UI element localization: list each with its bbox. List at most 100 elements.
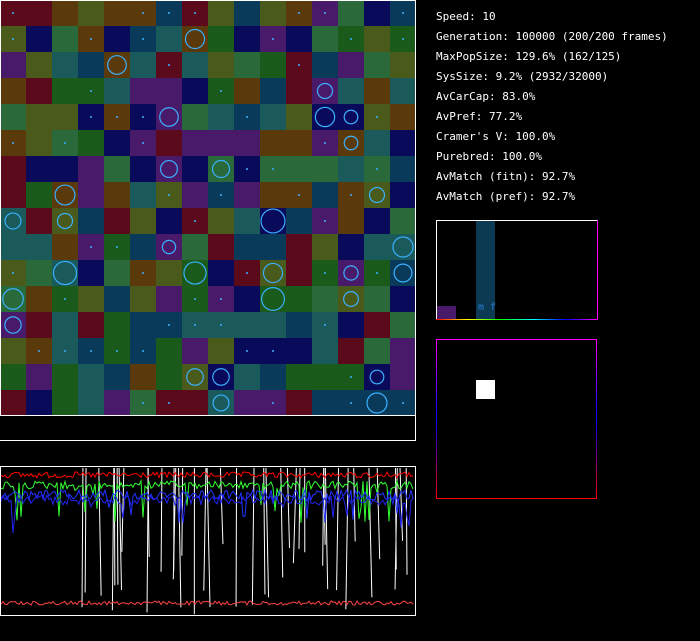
cell	[390, 156, 416, 182]
cell	[312, 286, 338, 312]
cell	[390, 364, 416, 390]
cell	[26, 26, 52, 52]
cell	[208, 260, 234, 286]
cell	[364, 130, 390, 156]
agent	[350, 376, 352, 378]
cell	[390, 130, 416, 156]
cell	[286, 338, 312, 364]
cell	[182, 130, 208, 156]
agent	[261, 287, 285, 311]
cell	[312, 78, 338, 104]
plot-spike	[251, 467, 255, 605]
cell	[364, 52, 390, 78]
cell	[338, 208, 364, 234]
cell	[26, 52, 52, 78]
plot-line	[0, 600, 414, 607]
cell	[182, 234, 208, 260]
cell	[52, 260, 78, 286]
agent	[392, 236, 414, 258]
agent	[90, 90, 92, 92]
cell	[312, 234, 338, 260]
cell	[156, 156, 182, 182]
cell	[182, 156, 208, 182]
cell	[52, 156, 78, 182]
cell	[104, 0, 130, 26]
agent	[393, 263, 413, 283]
agent	[324, 272, 326, 274]
cell	[364, 338, 390, 364]
agent	[38, 350, 40, 352]
cell	[104, 26, 130, 52]
cell	[286, 260, 312, 286]
cell	[338, 52, 364, 78]
cell	[104, 182, 130, 208]
cell	[260, 312, 286, 338]
agent	[272, 38, 274, 40]
plot-spike	[322, 467, 325, 566]
cell	[260, 364, 286, 390]
agent	[186, 368, 204, 386]
cell	[312, 104, 338, 130]
cell	[0, 338, 26, 364]
cell	[338, 260, 364, 286]
grid-border	[0, 0, 416, 416]
cell	[234, 0, 260, 26]
agent	[116, 350, 118, 352]
plot-spike	[235, 467, 238, 607]
agent	[220, 90, 222, 92]
stat-line: Purebred: 100.0%	[436, 150, 542, 163]
cell	[26, 390, 52, 416]
cell	[234, 52, 260, 78]
cell	[286, 286, 312, 312]
cell	[286, 26, 312, 52]
cell	[234, 312, 260, 338]
cell	[182, 104, 208, 130]
cell	[182, 390, 208, 416]
agent	[343, 291, 359, 307]
agent	[142, 38, 144, 40]
cell	[78, 156, 104, 182]
cell	[130, 364, 156, 390]
cell	[338, 78, 364, 104]
agent	[64, 350, 66, 352]
agent	[376, 272, 378, 274]
agent	[272, 402, 274, 404]
agent	[2, 288, 24, 310]
cell	[130, 78, 156, 104]
cell	[234, 130, 260, 156]
cell	[208, 208, 234, 234]
agent	[324, 142, 326, 144]
agent	[298, 194, 300, 196]
agent	[272, 168, 274, 170]
cell	[26, 130, 52, 156]
cell	[52, 182, 78, 208]
plot-spike	[265, 467, 270, 598]
cell	[390, 104, 416, 130]
stat-line: Speed: 10	[436, 10, 496, 23]
cell	[390, 208, 416, 234]
cell	[0, 312, 26, 338]
cell	[0, 156, 26, 182]
agent	[168, 402, 170, 404]
cell	[52, 234, 78, 260]
agent	[90, 350, 92, 352]
cell	[234, 208, 260, 234]
cell	[364, 364, 390, 390]
cell	[78, 0, 104, 26]
cell	[260, 104, 286, 130]
cell	[130, 208, 156, 234]
cell	[286, 130, 312, 156]
cell	[312, 52, 338, 78]
cell	[130, 234, 156, 260]
cell	[0, 286, 26, 312]
cell	[26, 0, 52, 26]
cell	[156, 234, 182, 260]
cell	[208, 156, 234, 182]
cell	[390, 182, 416, 208]
plot-spike	[336, 467, 340, 591]
cell	[26, 286, 52, 312]
cell	[78, 364, 104, 390]
agent	[376, 116, 378, 118]
cell	[78, 208, 104, 234]
